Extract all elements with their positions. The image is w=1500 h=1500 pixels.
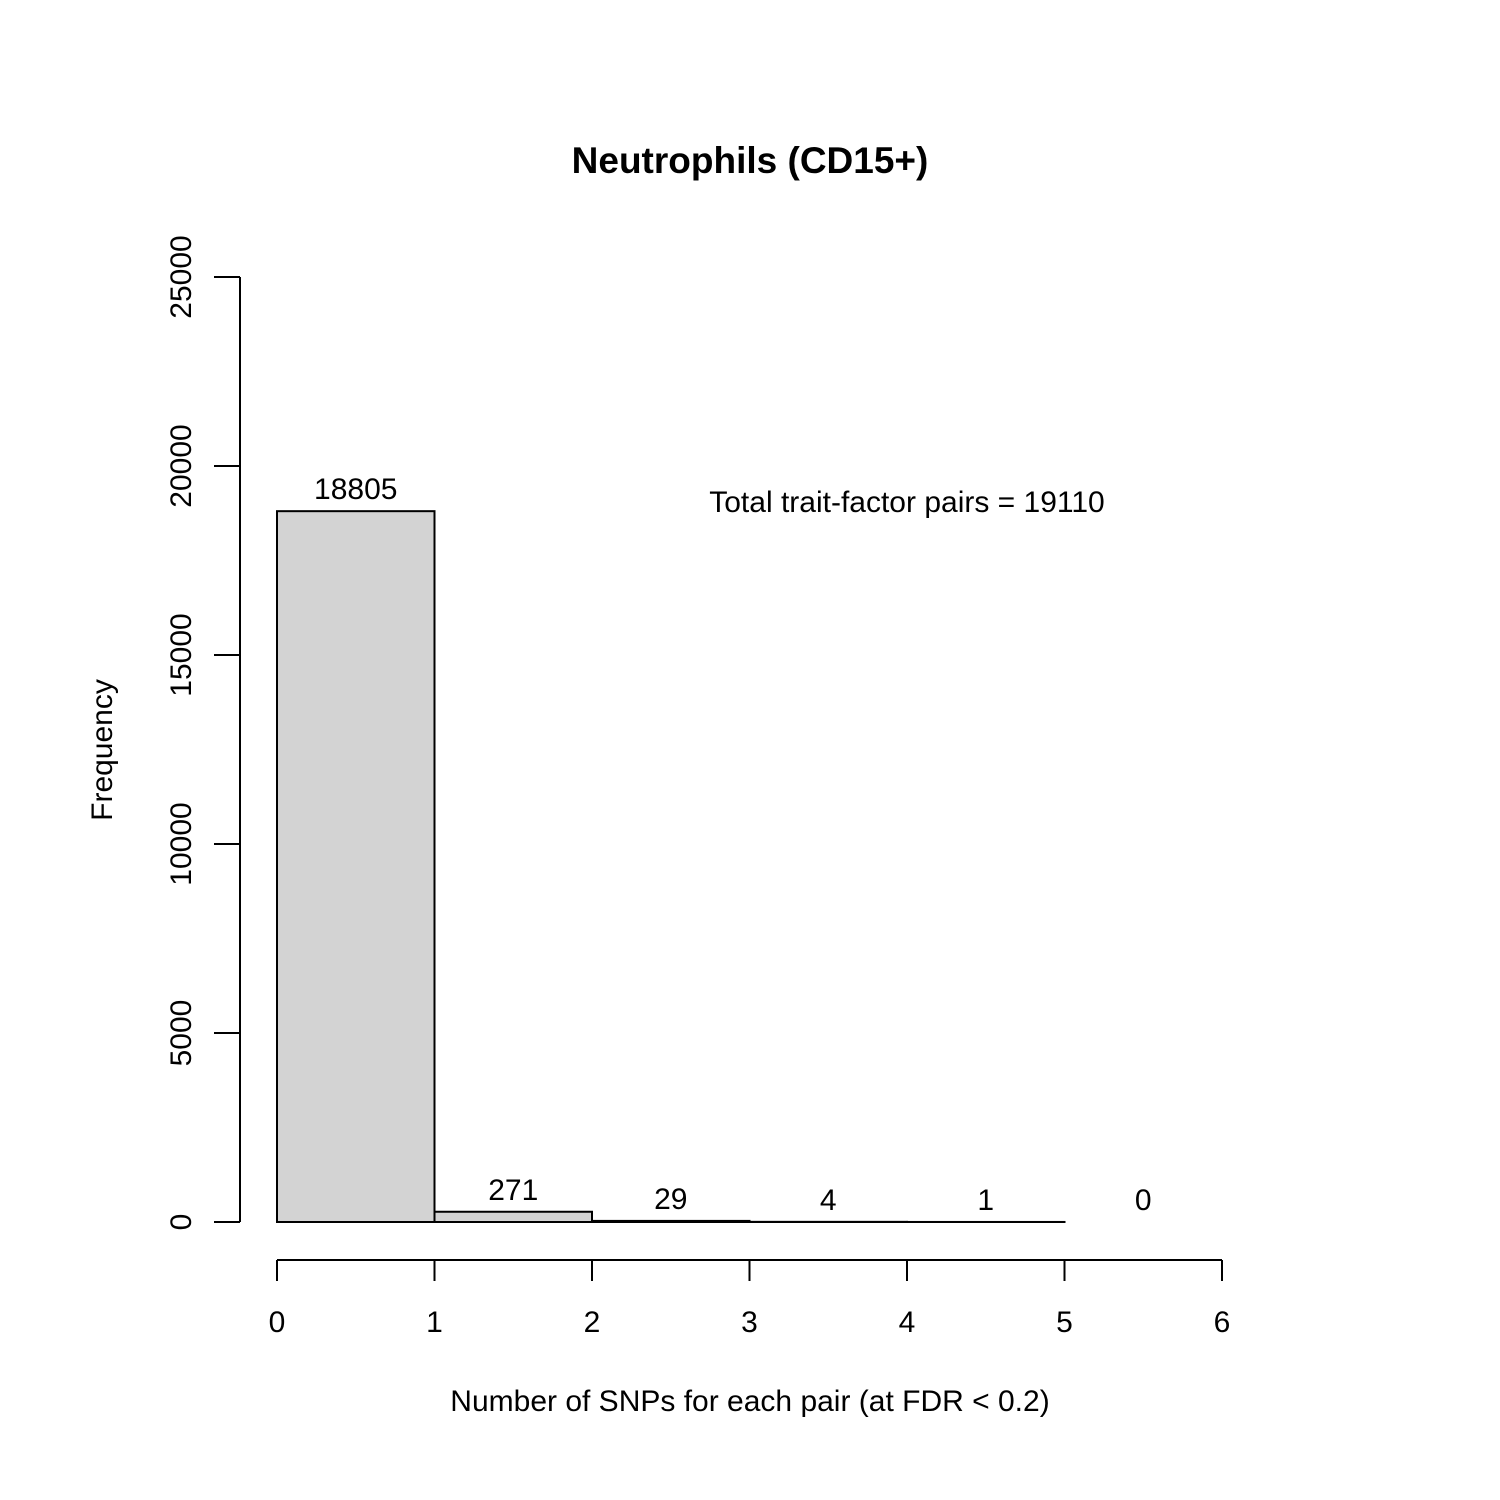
y-tick-label: 0 <box>165 1214 198 1231</box>
y-axis: 0 5000 10000 15000 20000 25000 <box>165 235 241 1231</box>
total-pairs-annotation: Total trait-factor pairs = 19110 <box>709 486 1104 519</box>
bar-value-label: 29 <box>654 1183 687 1216</box>
histogram-bar <box>276 510 436 1223</box>
chart-title: Neutrophils (CD15+) <box>572 140 929 181</box>
bar-value-label: 0 <box>1135 1184 1152 1217</box>
histogram-bar <box>433 1210 593 1224</box>
y-tick-label: 20000 <box>165 424 198 507</box>
y-tick-label: 15000 <box>165 613 198 696</box>
y-tick-label: 25000 <box>165 235 198 318</box>
x-tick-label: 5 <box>1056 1306 1073 1339</box>
y-tick-label: 5000 <box>165 1000 198 1067</box>
bar-labels: 18805 271 29 4 1 0 <box>314 473 1152 1217</box>
y-axis-label: Frequency <box>86 679 119 821</box>
x-tick-label: 6 <box>1214 1306 1231 1339</box>
bar-value-label: 1 <box>977 1184 994 1217</box>
x-axis: 0 1 2 3 4 5 6 <box>269 1259 1231 1339</box>
x-tick-label: 1 <box>426 1306 443 1339</box>
x-tick-label: 2 <box>584 1306 601 1339</box>
x-tick-label: 4 <box>899 1306 916 1339</box>
bar-value-label: 271 <box>488 1174 538 1207</box>
x-axis-label: Number of SNPs for each pair (at FDR < 0… <box>450 1385 1049 1418</box>
x-tick-label: 3 <box>741 1306 758 1339</box>
bars <box>276 510 1066 1224</box>
y-tick-label: 10000 <box>165 802 198 885</box>
bar-value-label: 18805 <box>314 473 397 506</box>
histogram-bar <box>591 1219 751 1224</box>
x-tick-label: 0 <box>269 1306 286 1339</box>
bar-value-label: 4 <box>820 1184 837 1217</box>
